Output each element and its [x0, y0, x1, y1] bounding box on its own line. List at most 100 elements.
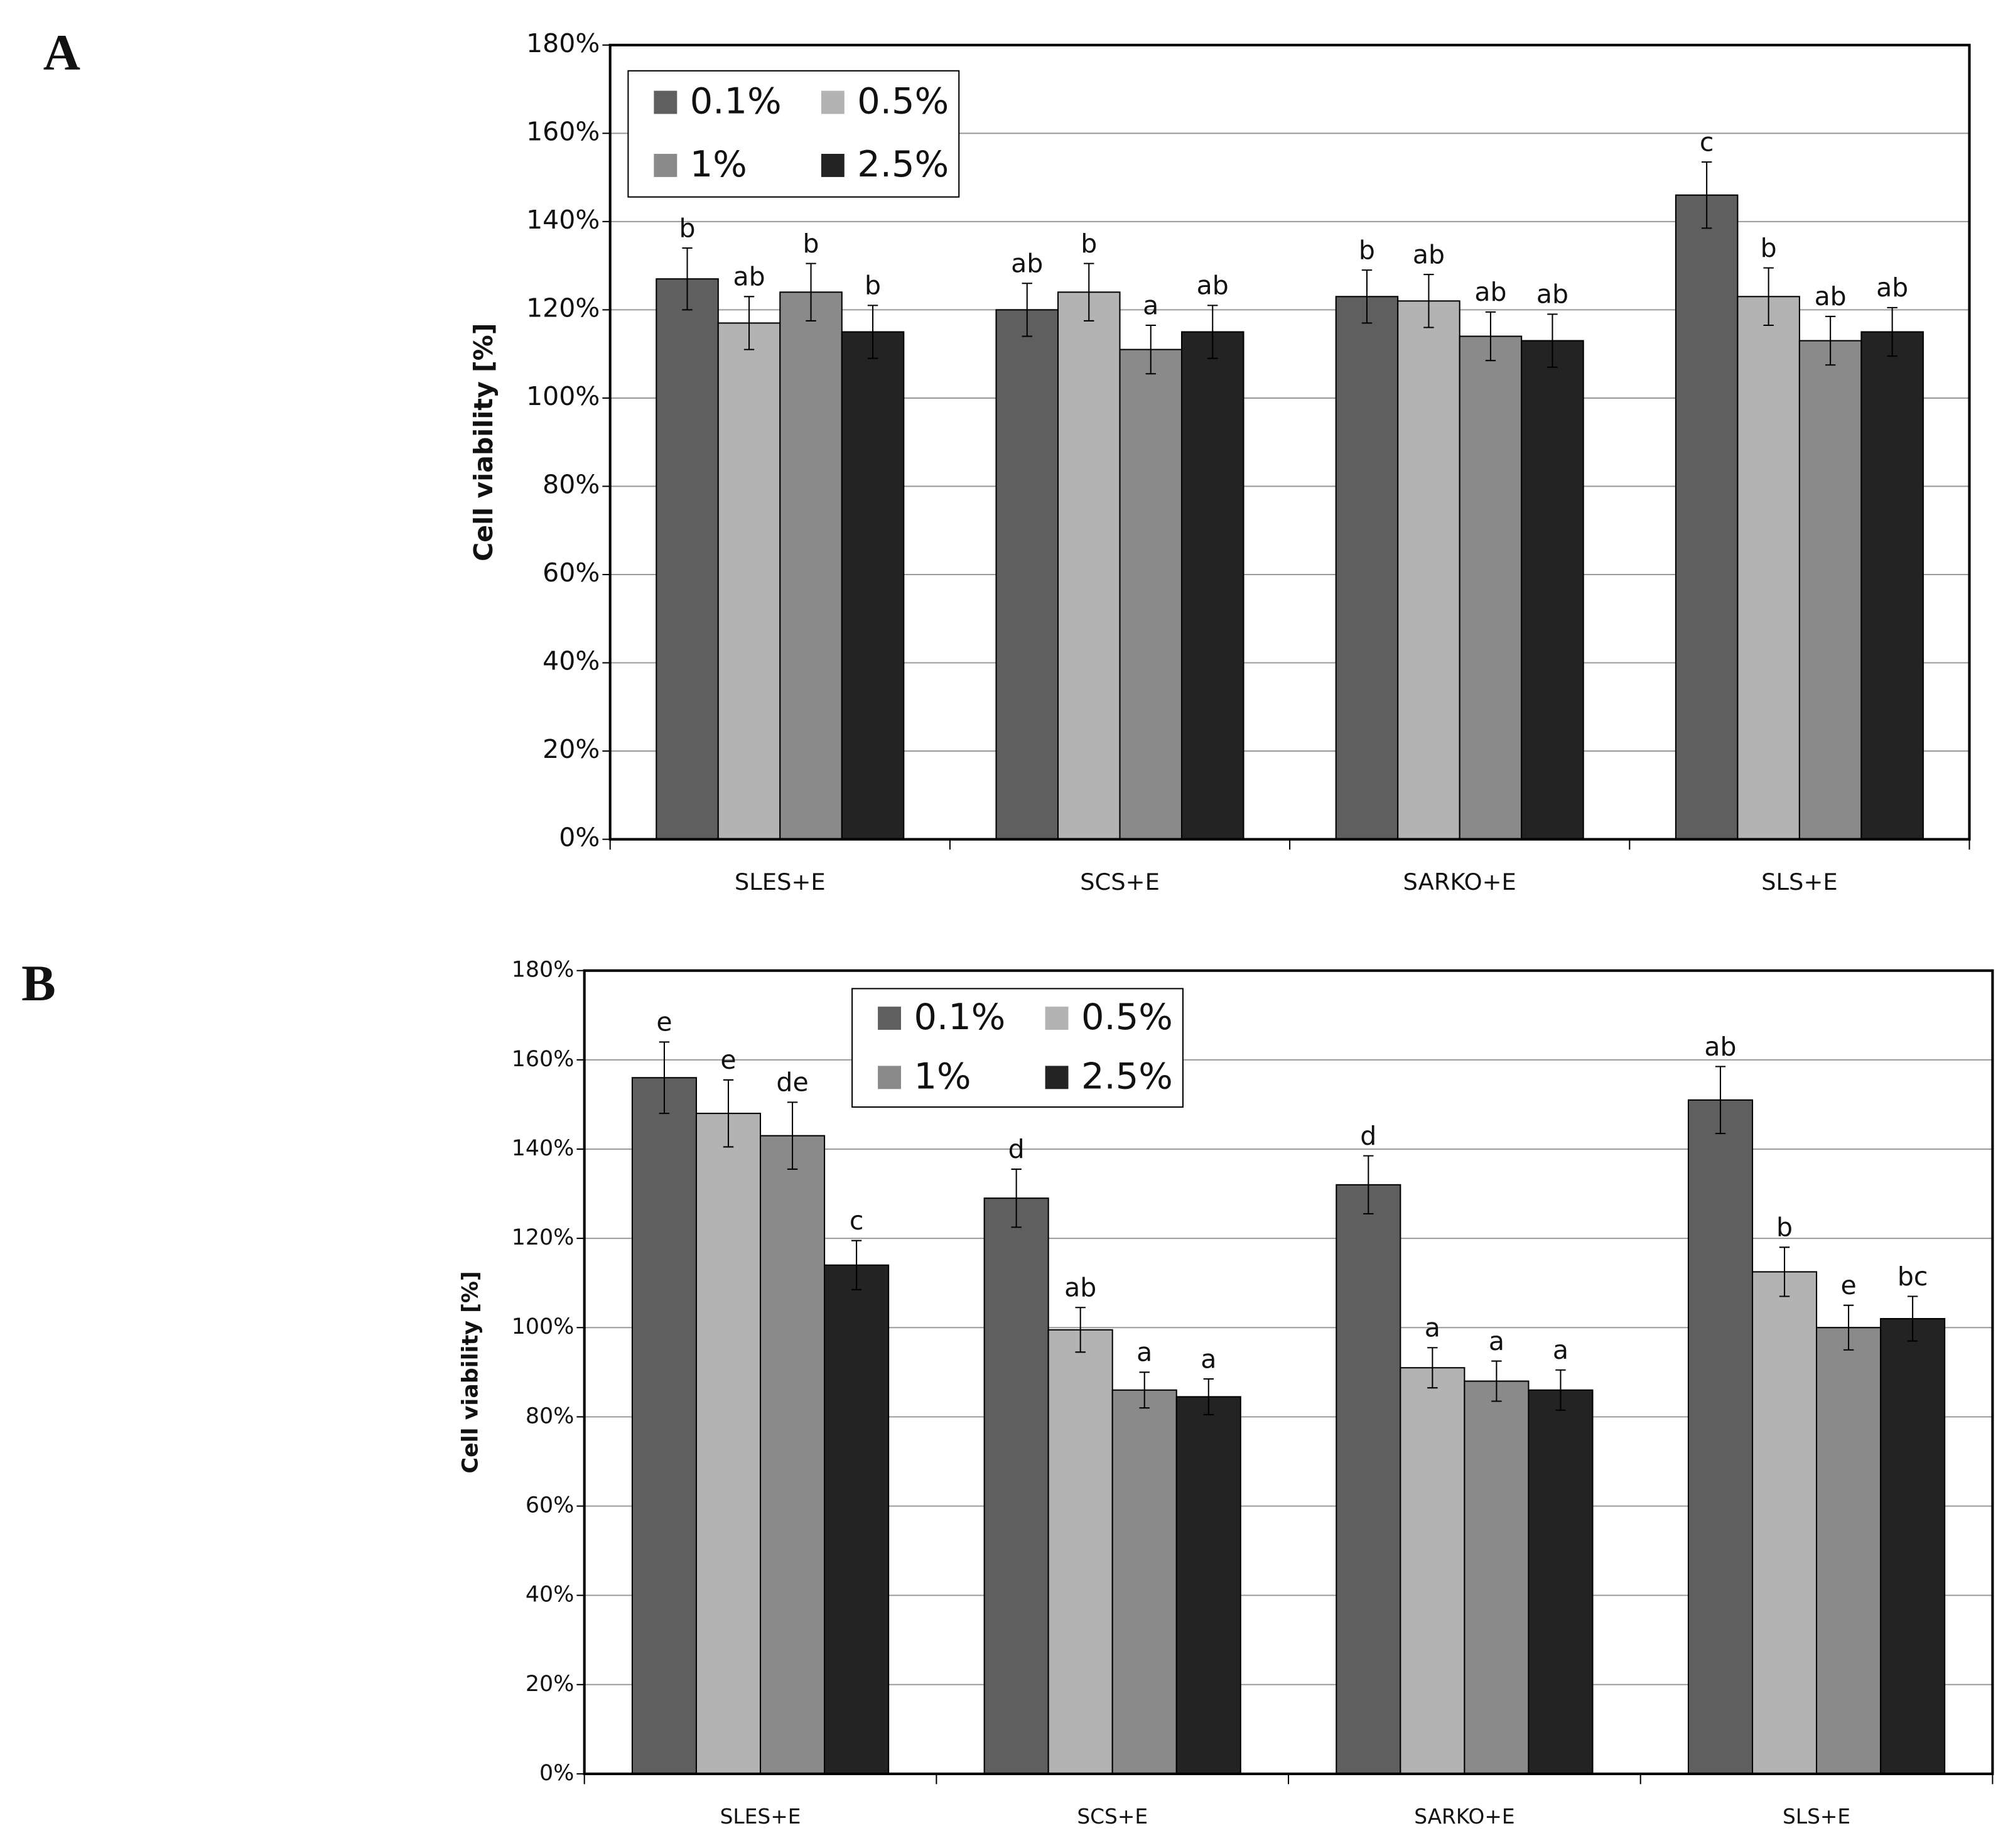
significance-letter: ab: [1474, 277, 1506, 307]
y-tick-label: 20%: [526, 1672, 574, 1697]
legend-label: 1%: [914, 1056, 971, 1098]
bar: [1687, 1099, 1754, 1775]
bar: [1860, 331, 1924, 840]
y-tick-label: 160%: [526, 116, 600, 146]
bar: [1816, 1327, 1882, 1775]
x-tick-label: SCS+E: [1080, 868, 1160, 895]
significance-letter: bc: [1897, 1262, 1928, 1292]
y-tick-label: 40%: [542, 646, 600, 676]
legend-label: 0.5%: [1081, 996, 1173, 1038]
significance-letter: e: [720, 1045, 736, 1075]
bar: [1111, 1389, 1177, 1775]
bar: [631, 1077, 698, 1775]
y-tick-label: 60%: [542, 558, 600, 588]
x-tick-label: SLES+E: [720, 1805, 801, 1829]
bar: [1798, 340, 1862, 840]
bar: [1047, 1329, 1113, 1775]
significance-letter: a: [1201, 1344, 1216, 1374]
y-tick-label: 40%: [526, 1582, 574, 1608]
bar: [779, 291, 843, 840]
x-tick-label: SARKO+E: [1414, 1805, 1514, 1829]
bar: [1175, 1396, 1241, 1775]
y-tick-label: 80%: [526, 1403, 574, 1429]
bar: [1180, 331, 1244, 840]
bar: [1057, 291, 1121, 840]
y-tick-label: 120%: [526, 293, 600, 323]
legend-swatch: [654, 90, 677, 114]
bar: [841, 331, 905, 840]
y-tick-label: 140%: [512, 1136, 575, 1161]
significance-letter: ab: [1704, 1032, 1736, 1062]
significance-letter: b: [1081, 229, 1097, 259]
significance-letter: b: [679, 213, 696, 243]
significance-letter: ab: [1413, 239, 1445, 269]
bar: [824, 1264, 890, 1775]
significance-letter: d: [1008, 1134, 1025, 1164]
legend-label: 0.1%: [914, 996, 1006, 1038]
y-tick-label: 180%: [512, 958, 575, 983]
legend-label: 0.5%: [857, 80, 949, 122]
y-tick-label: 20%: [542, 734, 600, 764]
significance-letter: ab: [733, 262, 765, 292]
significance-letter: ab: [1536, 279, 1568, 310]
y-tick-label: 160%: [512, 1047, 575, 1072]
y-axis-title: Cell viability [%]: [458, 1271, 483, 1473]
significance-letter: ab: [1876, 273, 1908, 303]
bar: [1336, 1184, 1401, 1775]
bar: [1335, 296, 1399, 840]
legend-swatch: [1045, 1007, 1069, 1030]
significance-letter: ab: [1064, 1273, 1096, 1303]
bar: [1400, 1367, 1466, 1775]
significance-letter: de: [776, 1067, 808, 1098]
y-tick-label: 60%: [526, 1493, 574, 1518]
significance-letter: c: [1700, 127, 1714, 157]
y-tick-label: 0%: [559, 823, 600, 853]
significance-letter: b: [1761, 233, 1777, 263]
y-axis-title: Cell viability [%]: [468, 323, 499, 561]
bar: [1521, 340, 1584, 840]
x-tick-label: SCS+E: [1077, 1805, 1148, 1829]
legend-swatch: [821, 153, 845, 177]
legend-swatch: [1045, 1066, 1069, 1089]
x-tick-label: SLS+E: [1761, 868, 1838, 895]
bar: [1528, 1389, 1594, 1775]
significance-letter: ab: [1197, 271, 1229, 301]
significance-letter: e: [1840, 1270, 1856, 1300]
y-tick-label: 100%: [512, 1314, 575, 1339]
bar: [1459, 335, 1523, 840]
bar: [760, 1135, 826, 1775]
legend-label: 1%: [690, 143, 747, 185]
significance-letter: ab: [1815, 281, 1847, 311]
bar: [695, 1113, 762, 1775]
bar: [656, 278, 719, 840]
legend-swatch: [878, 1066, 901, 1089]
significance-letter: d: [1360, 1121, 1376, 1151]
legend-swatch: [821, 90, 845, 114]
panel-label: A: [43, 24, 80, 81]
significance-letter: a: [1425, 1313, 1440, 1343]
significance-letter: c: [850, 1206, 864, 1236]
y-tick-label: 180%: [526, 28, 600, 58]
y-tick-label: 140%: [526, 205, 600, 235]
legend-box: [627, 70, 960, 198]
legend-swatch: [654, 153, 677, 177]
legend-label: 2.5%: [857, 143, 949, 185]
significance-letter: a: [1489, 1326, 1504, 1356]
legend-label: 2.5%: [1081, 1056, 1173, 1098]
significance-letter: e: [656, 1007, 672, 1037]
y-tick-label: 100%: [526, 381, 600, 411]
y-tick-label: 120%: [512, 1225, 575, 1250]
bar: [1397, 300, 1460, 840]
legend-label: 0.1%: [690, 80, 782, 122]
significance-letter: b: [865, 271, 881, 301]
plot-frame: [608, 43, 1971, 841]
bar: [1751, 1271, 1818, 1775]
legend-swatch: [878, 1007, 901, 1030]
bar: [1464, 1380, 1530, 1775]
bar: [995, 309, 1059, 840]
significance-letter: a: [1136, 1337, 1152, 1368]
plot-frame: [583, 969, 1994, 1775]
legend-box: [851, 988, 1184, 1108]
